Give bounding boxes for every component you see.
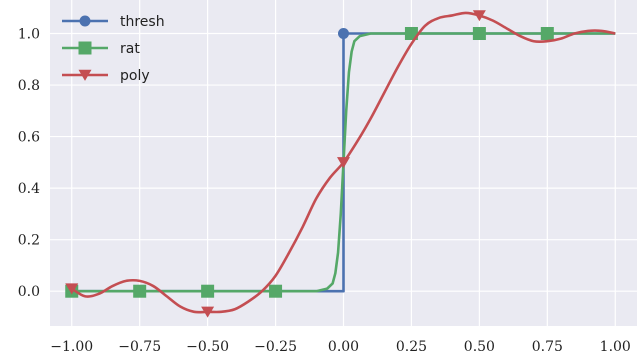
legend-entry-thresh: thresh (62, 14, 165, 30)
legend-marker-poly (78, 69, 92, 81)
legend-label-thresh: thresh (120, 14, 165, 30)
data-point-thresh (338, 28, 349, 40)
y-tick-label: 0.0 (18, 284, 40, 300)
legend-label-poly: poly (120, 68, 150, 84)
data-point-poly (201, 306, 215, 318)
x-tick-label: 1.00 (600, 339, 631, 355)
y-tick-label: 0.6 (18, 130, 40, 146)
y-tick-label: 0.8 (18, 78, 40, 94)
legend-marker-thresh (79, 15, 91, 27)
x-tick-label: −1.00 (50, 339, 93, 355)
data-point-rat (472, 27, 486, 41)
x-tick-label: 0.75 (532, 339, 563, 355)
x-tick-label: 0.00 (328, 339, 359, 355)
series-poly (65, 10, 616, 318)
x-tick-label: −0.50 (186, 339, 229, 355)
legend-entry-poly: poly (62, 68, 150, 84)
x-tick-label: 0.50 (464, 339, 495, 355)
legend-marker-rat (78, 41, 92, 55)
data-point-rat (133, 284, 147, 298)
legend: thresh rat poly (62, 14, 165, 84)
x-tick-label: 0.25 (396, 339, 427, 355)
y-tick-label: 0.4 (18, 181, 40, 197)
y-tick-label: 1.0 (18, 27, 40, 43)
data-point-poly (337, 157, 350, 169)
x-tick-label: −0.75 (118, 339, 161, 355)
data-point-rat (540, 27, 554, 41)
x-tick-label: −0.25 (254, 339, 297, 355)
tick-labels: −1.00 −0.75 −0.50 −0.25 0.00 0.25 0.50 0.75 1.00… (18, 27, 631, 355)
legend-entry-rat: rat (62, 41, 140, 57)
data-point-poly (65, 283, 79, 295)
data-point-poly (472, 10, 486, 22)
data-point-rat (201, 284, 215, 298)
legend-label-rat: rat (120, 41, 140, 57)
series-layer (65, 10, 616, 318)
data-point-rat (269, 284, 283, 298)
y-tick-label: 0.2 (18, 233, 40, 249)
